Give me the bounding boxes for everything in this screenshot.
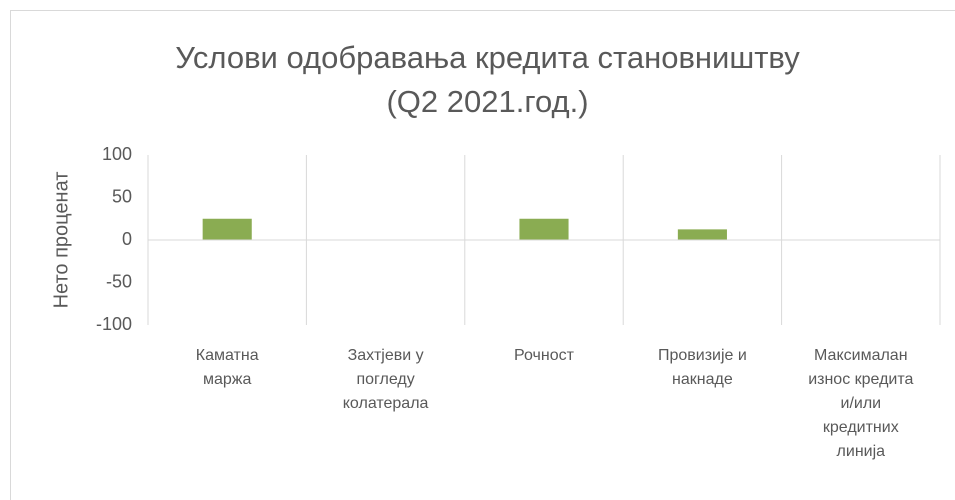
- bar: [677, 229, 727, 240]
- y-tick-label: -100: [96, 314, 132, 334]
- y-tick-label: -50: [106, 271, 132, 291]
- y-tick-label: 50: [112, 186, 132, 206]
- x-tick-label: Провизије и накнаде: [657, 347, 747, 388]
- bar: [202, 218, 252, 240]
- x-tick-label: Максималан износ кредита и/или кредитних…: [808, 347, 914, 460]
- chart-border: [10, 10, 955, 500]
- y-axis-label: Нето проценат: [50, 172, 72, 309]
- x-tick-label: Рочност: [514, 347, 574, 364]
- y-tick-label: 100: [102, 144, 132, 164]
- y-tick-label: 0: [122, 229, 132, 249]
- chart-title: Услови одобравања кредита становништву (…: [175, 40, 800, 119]
- x-tick-label: Захтјеви у погледу колатерала: [342, 347, 429, 412]
- x-tick-label: Каматна маржа: [195, 347, 259, 388]
- bar: [519, 218, 569, 240]
